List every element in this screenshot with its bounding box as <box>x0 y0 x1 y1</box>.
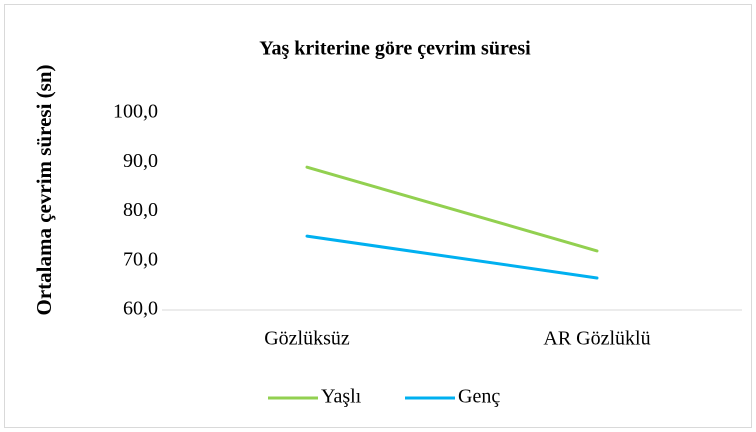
y-tick-label: 70,0 <box>123 248 158 270</box>
series-line <box>305 165 599 253</box>
legend-label: Genç <box>458 386 500 408</box>
chart-border <box>4 4 752 428</box>
legend-label: Yaşlı <box>321 386 362 408</box>
y-tick-label: 80,0 <box>123 199 158 221</box>
y-axis-title: Ortalama çevrim süresi (sn) <box>32 65 56 316</box>
y-tick-label: 60,0 <box>123 298 158 320</box>
chart-title: Yaş kriterine göre çevrim süresi <box>259 38 531 60</box>
series-line <box>305 234 599 280</box>
y-tick-label: 90,0 <box>123 150 158 172</box>
x-tick-label: AR Gözlüklü <box>543 328 650 350</box>
x-tick-label: Gözlüksüz <box>264 328 350 350</box>
y-tick-label: 100,0 <box>113 101 158 123</box>
